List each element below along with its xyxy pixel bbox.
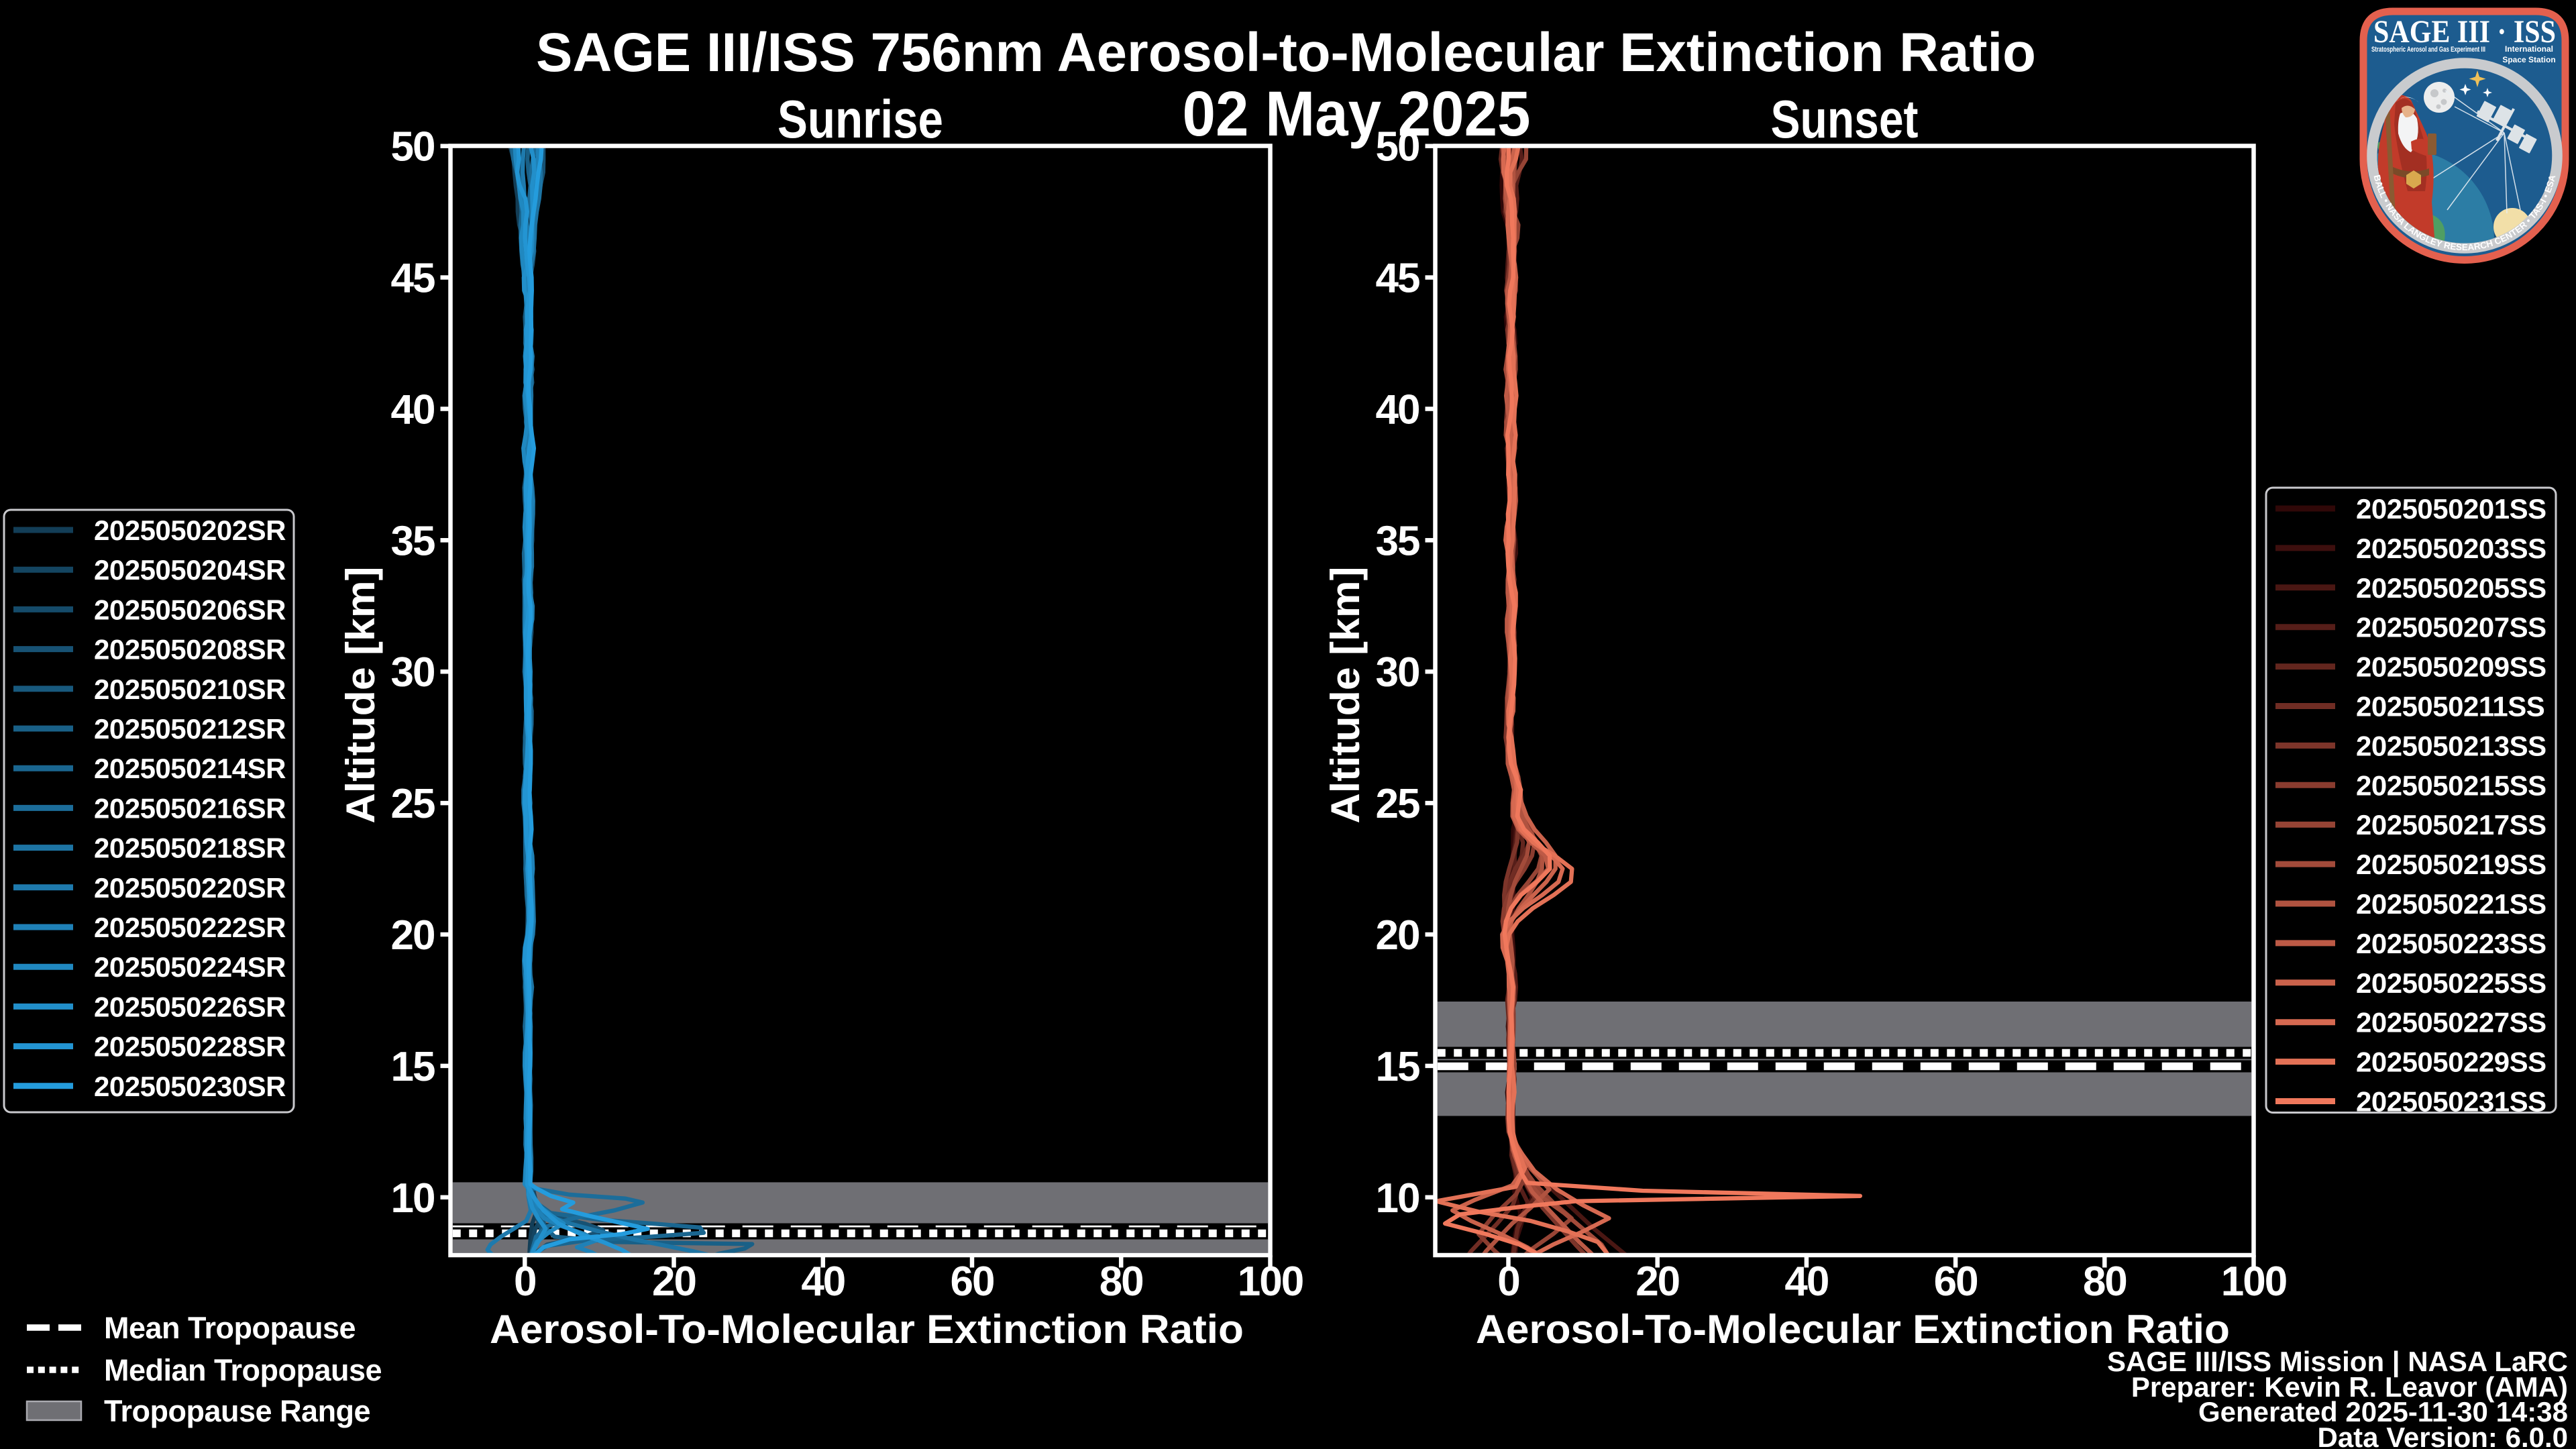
svg-text:60: 60	[1934, 1258, 1978, 1305]
svg-text:0: 0	[1497, 1258, 1519, 1305]
svg-text:Mean Tropopause: Mean Tropopause	[104, 1311, 356, 1345]
svg-text:80: 80	[2083, 1258, 2127, 1305]
svg-text:SAGE III/ISS 756nm Aerosol-to-: SAGE III/ISS 756nm Aerosol-to-Molecular …	[536, 22, 2036, 83]
svg-text:2025050207SS: 2025050207SS	[2356, 612, 2546, 643]
svg-text:2025050231SS: 2025050231SS	[2356, 1086, 2546, 1118]
svg-text:2025050201SS: 2025050201SS	[2356, 493, 2546, 525]
svg-text:25: 25	[1376, 781, 1419, 827]
svg-text:2025050230SR: 2025050230SR	[94, 1071, 286, 1102]
svg-text:2025050224SR: 2025050224SR	[94, 951, 286, 983]
svg-text:2025050220SR: 2025050220SR	[94, 872, 286, 904]
svg-text:International: International	[2505, 44, 2553, 54]
svg-text:2025050229SS: 2025050229SS	[2356, 1046, 2546, 1078]
svg-text:2025050216SR: 2025050216SR	[94, 792, 286, 824]
svg-text:2025050211SS: 2025050211SS	[2356, 691, 2544, 722]
svg-text:40: 40	[801, 1258, 845, 1305]
svg-text:0: 0	[514, 1258, 535, 1305]
svg-text:30: 30	[1376, 649, 1419, 696]
svg-text:SAGE III/ISS Mission | NASA La: SAGE III/ISS Mission | NASA LaRC	[2107, 1346, 2568, 1378]
svg-text:2025050218SR: 2025050218SR	[94, 833, 286, 864]
svg-text:2025050215SS: 2025050215SS	[2356, 769, 2546, 801]
svg-text:40: 40	[1376, 387, 1419, 433]
svg-text:2025050204SR: 2025050204SR	[94, 554, 286, 586]
svg-text:15: 15	[1376, 1044, 1419, 1090]
svg-text:35: 35	[1376, 518, 1419, 564]
svg-text:80: 80	[1099, 1258, 1143, 1305]
svg-text:2025050219SS: 2025050219SS	[2356, 849, 2546, 880]
svg-text:50: 50	[391, 124, 435, 170]
svg-text:2025050213SS: 2025050213SS	[2356, 730, 2546, 761]
svg-text:30: 30	[391, 649, 435, 696]
svg-text:Sunrise: Sunrise	[777, 89, 943, 149]
svg-text:Altitude [km]: Altitude [km]	[338, 567, 383, 824]
svg-text:20: 20	[1635, 1258, 1679, 1305]
svg-text:2025050221SS: 2025050221SS	[2356, 888, 2546, 920]
svg-text:Sunset: Sunset	[1771, 89, 1919, 149]
svg-text:40: 40	[1784, 1258, 1828, 1305]
svg-text:60: 60	[951, 1258, 994, 1305]
svg-text:20: 20	[391, 912, 435, 959]
svg-text:2025050226SR: 2025050226SR	[94, 991, 286, 1022]
svg-text:2025050209SS: 2025050209SS	[2356, 651, 2546, 683]
svg-text:40: 40	[391, 387, 435, 433]
svg-text:10: 10	[391, 1175, 435, 1222]
svg-text:100: 100	[2221, 1258, 2286, 1305]
svg-text:2025050205SS: 2025050205SS	[2356, 572, 2546, 604]
svg-text:Median Tropopause: Median Tropopause	[104, 1353, 382, 1387]
svg-text:Altitude [km]: Altitude [km]	[1323, 567, 1368, 824]
svg-text:02 May 2025: 02 May 2025	[1183, 78, 1531, 150]
svg-text:Space Station: Space Station	[2502, 55, 2555, 64]
svg-text:Aerosol-To-Molecular Extinctio: Aerosol-To-Molecular Extinction Ratio	[490, 1307, 1244, 1352]
svg-text:45: 45	[1376, 256, 1419, 302]
svg-text:2025050206SR: 2025050206SR	[94, 594, 286, 625]
svg-text:25: 25	[391, 781, 435, 827]
svg-text:45: 45	[391, 256, 435, 302]
svg-text:2025050212SR: 2025050212SR	[94, 713, 286, 745]
svg-text:Preparer: Kevin R. Leavor (AMA: Preparer: Kevin R. Leavor (AMA)	[2131, 1371, 2568, 1403]
svg-text:Tropopause Range: Tropopause Range	[104, 1394, 370, 1428]
svg-text:Data Version: 6.0.0: Data Version: 6.0.0	[2317, 1421, 2568, 1449]
svg-text:20: 20	[652, 1258, 696, 1305]
svg-text:10: 10	[1376, 1175, 1419, 1222]
svg-text:2025050223SS: 2025050223SS	[2356, 928, 2546, 959]
svg-text:2025050210SR: 2025050210SR	[94, 674, 286, 705]
svg-text:35: 35	[391, 518, 435, 564]
svg-text:2025050203SS: 2025050203SS	[2356, 533, 2546, 564]
svg-text:2025050208SR: 2025050208SR	[94, 634, 286, 665]
svg-text:50: 50	[1376, 124, 1419, 170]
svg-text:20: 20	[1376, 912, 1419, 959]
svg-text:Stratospheric Aerosol and Gas: Stratospheric Aerosol and Gas Experiment…	[2371, 46, 2485, 54]
svg-text:2025050228SR: 2025050228SR	[94, 1031, 286, 1063]
svg-text:15: 15	[391, 1044, 435, 1090]
svg-text:2025050214SR: 2025050214SR	[94, 753, 286, 784]
svg-text:100: 100	[1238, 1258, 1303, 1305]
svg-text:2025050225SS: 2025050225SS	[2356, 967, 2546, 999]
svg-text:2025050227SS: 2025050227SS	[2356, 1007, 2546, 1038]
svg-text:2025050217SS: 2025050217SS	[2356, 809, 2546, 841]
svg-text:Aerosol-To-Molecular Extinctio: Aerosol-To-Molecular Extinction Ratio	[1476, 1307, 2230, 1352]
svg-text:2025050202SR: 2025050202SR	[94, 515, 286, 546]
svg-text:2025050222SR: 2025050222SR	[94, 912, 286, 943]
svg-text:Generated 2025-11-30 14:38: Generated 2025-11-30 14:38	[2198, 1396, 2568, 1428]
svg-text:SAGE III · ISS: SAGE III · ISS	[2373, 14, 2556, 50]
